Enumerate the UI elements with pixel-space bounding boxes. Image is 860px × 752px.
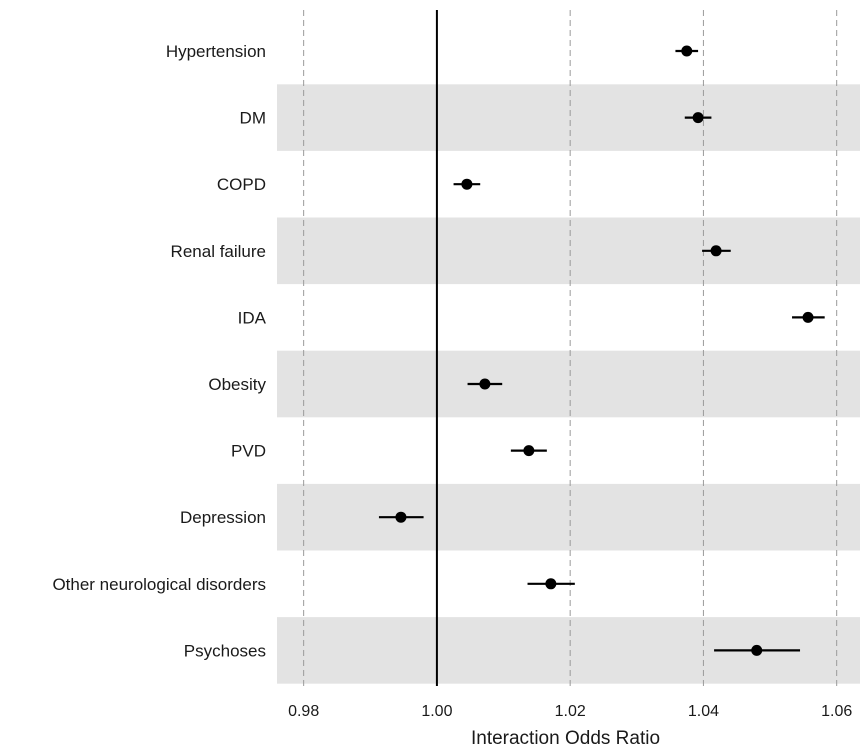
x-tick-label: 1.04 (688, 703, 719, 720)
y-axis-label: Obesity (208, 375, 266, 394)
x-tick-label: 1.06 (821, 703, 852, 720)
row-band (277, 483, 860, 551)
row-band (277, 84, 860, 151)
x-gridlines (303, 10, 838, 686)
estimate-point (751, 644, 763, 656)
estimate-points (395, 45, 814, 656)
x-axis-tick-labels: 0.98 1.00 1.02 1.04 1.06 (288, 703, 852, 720)
y-axis-label: IDA (238, 308, 267, 327)
x-tick-label: 1.00 (421, 703, 452, 720)
x-tick-label: 0.98 (288, 703, 319, 720)
y-axis-label: Psychoses (184, 641, 266, 660)
estimate-point (461, 178, 473, 190)
x-axis-title: Interaction Odds Ratio (471, 728, 660, 749)
y-axis-label: Other neurological disorders (52, 575, 266, 594)
y-axis-label: Renal failure (171, 242, 266, 261)
row-bands (277, 84, 860, 684)
row-band (277, 350, 860, 418)
y-axis-label: COPD (217, 175, 266, 194)
estimate-point (395, 511, 407, 523)
estimate-point (523, 445, 535, 457)
estimate-point (479, 378, 491, 390)
estimate-point (710, 245, 722, 257)
y-axis-label: Hypertension (166, 42, 266, 61)
y-axis-label: Depression (180, 508, 266, 527)
estimate-point (681, 45, 693, 57)
estimate-point (692, 112, 704, 124)
row-band (277, 217, 860, 285)
y-axis-label: PVD (231, 442, 266, 461)
x-tick-label: 1.02 (555, 703, 586, 720)
estimate-point (802, 311, 814, 323)
y-axis-label: DM (240, 109, 266, 128)
estimate-point (545, 578, 557, 590)
y-axis-labels: Hypertension DM COPD Renal failure IDA Obesit… (52, 42, 266, 660)
